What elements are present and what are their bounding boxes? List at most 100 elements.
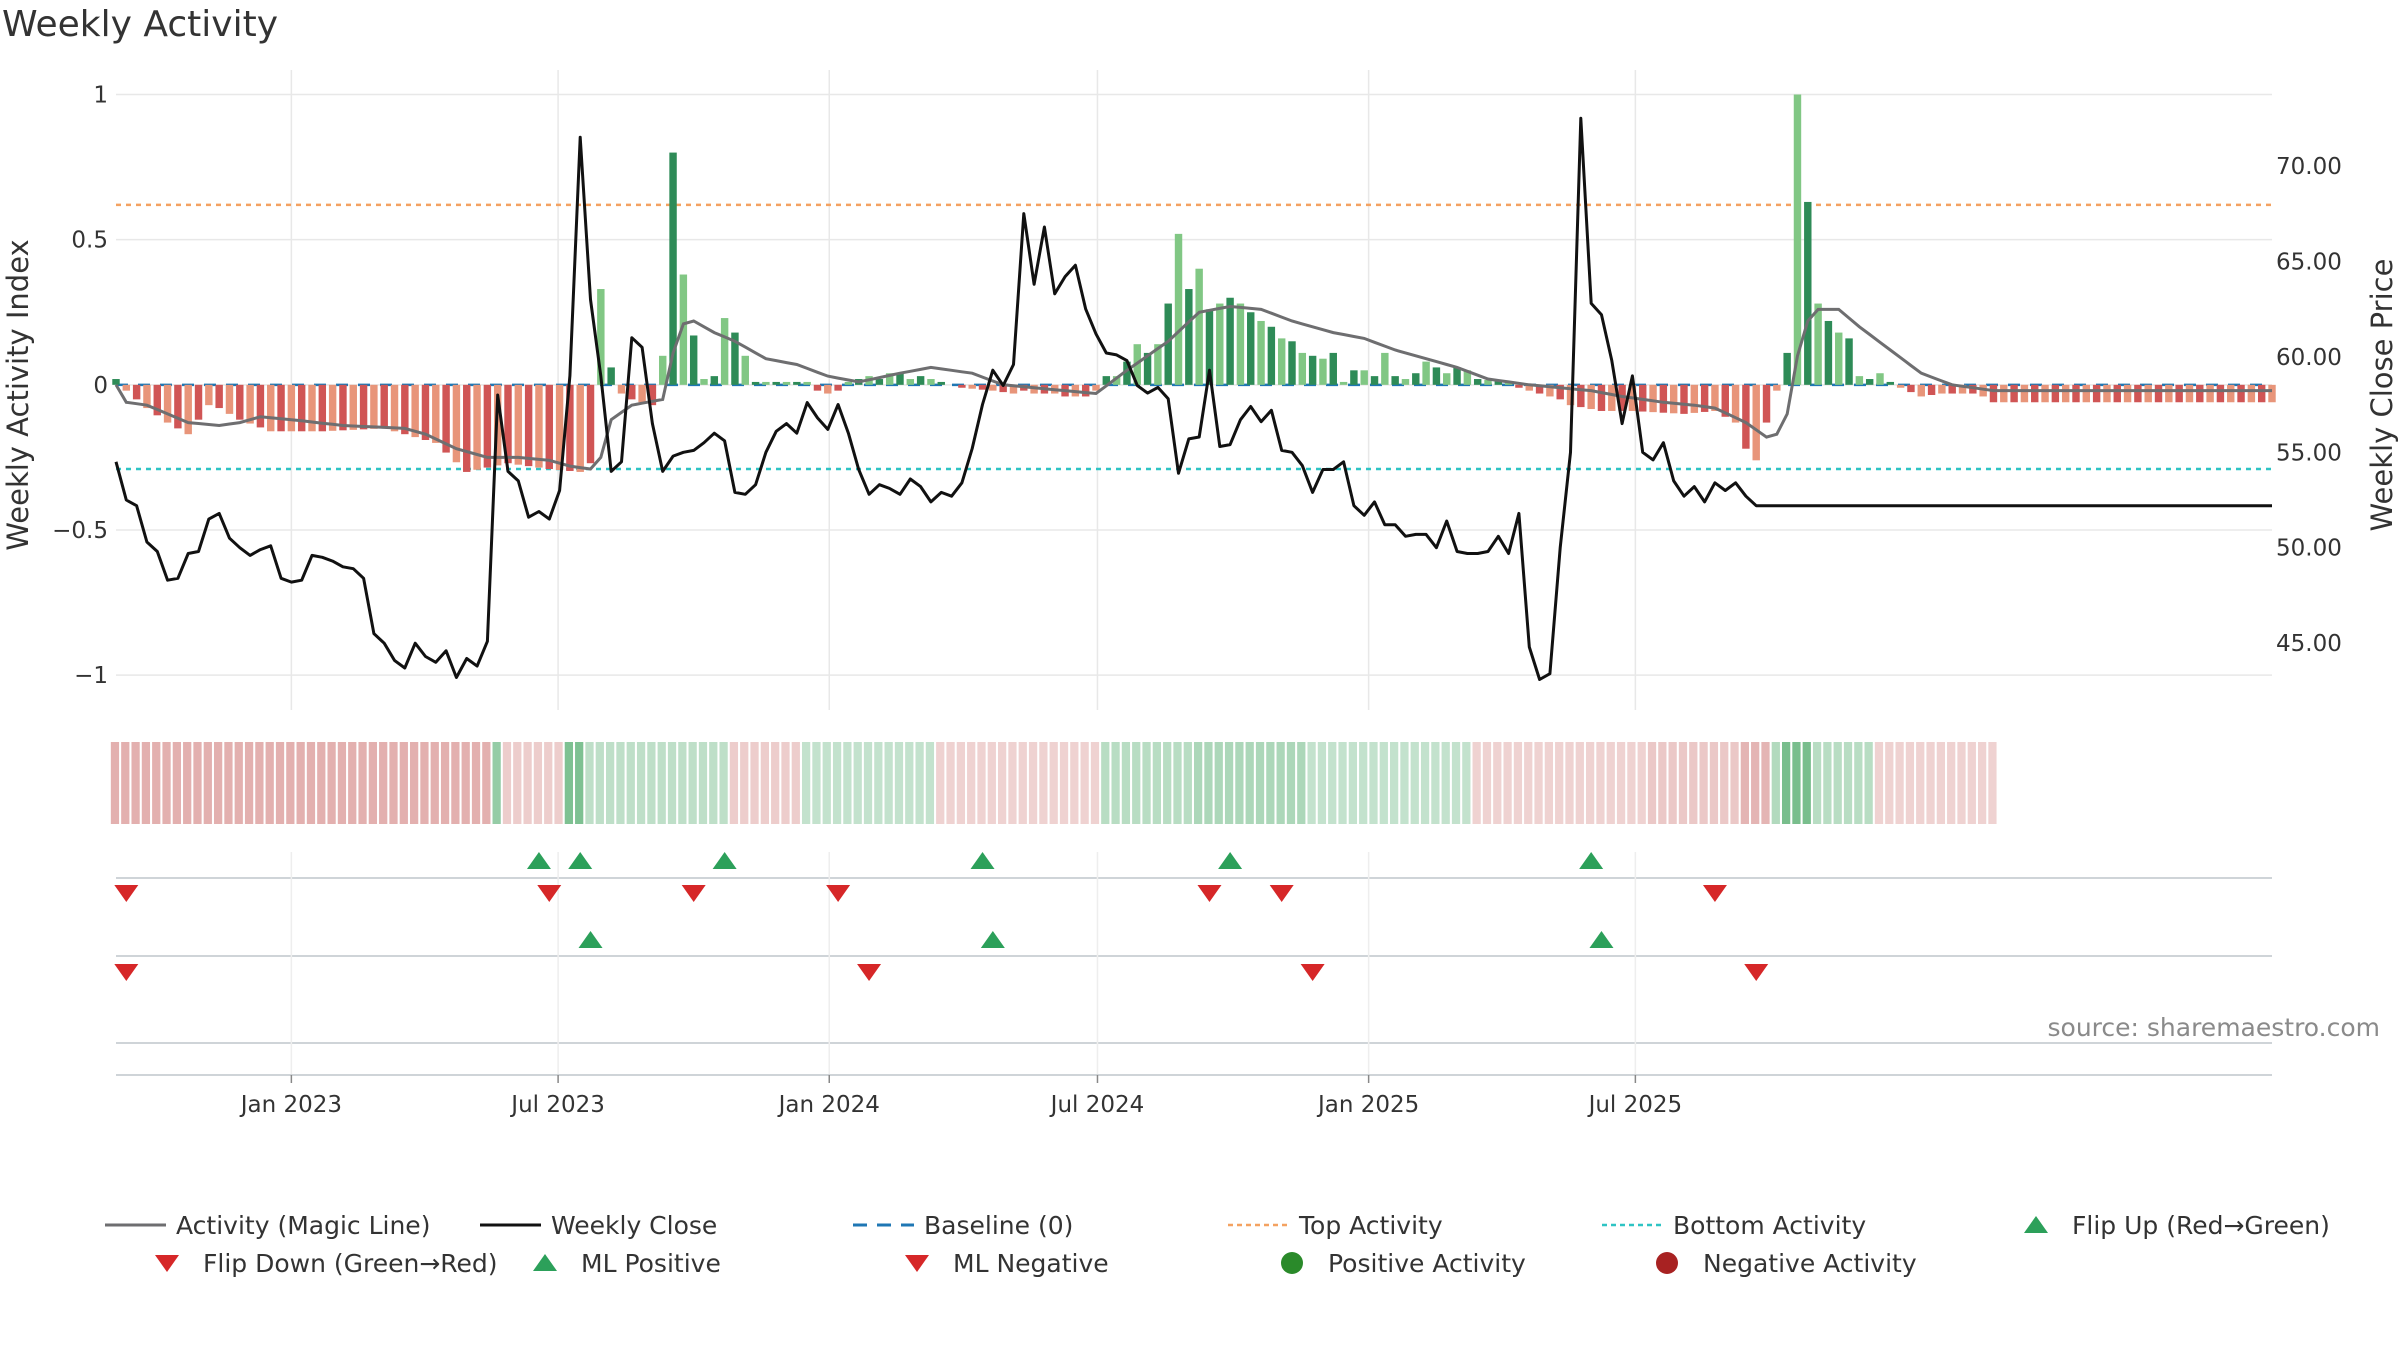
activity-bar — [1948, 384, 1956, 394]
legend-swatch — [1656, 1252, 1678, 1274]
heat-strip-cell — [1039, 742, 1048, 824]
heat-strip-cell — [1947, 742, 1956, 824]
heat-strip-cell — [1957, 742, 1966, 824]
legend-item-mlpos: ML Positive — [533, 1249, 721, 1278]
heat-strip-cell — [389, 742, 398, 824]
heat-strip-cell — [1792, 742, 1801, 824]
heat-strip-cell — [1317, 742, 1327, 824]
ml-negative-marker — [1300, 964, 1325, 981]
x-tick-label: Jan 2023 — [239, 1092, 342, 1118]
activity-bar — [287, 384, 296, 432]
activity-bar — [2175, 384, 2183, 403]
activity-bar — [473, 384, 481, 470]
heat-strip-cell — [183, 742, 192, 824]
activity-bar — [1226, 297, 1234, 385]
ml-positive-marker — [578, 931, 603, 948]
heat-strip-cell — [533, 742, 543, 824]
flip-up-marker — [712, 852, 737, 869]
activity-bar — [916, 376, 925, 385]
activity-bar — [2103, 384, 2111, 403]
activity-bar — [1401, 379, 1410, 385]
activity-bar — [710, 376, 719, 385]
heat-strip-cell — [667, 742, 677, 824]
heat-strip-cell — [1297, 742, 1306, 824]
activity-bar — [2082, 384, 2091, 403]
activity-bar — [225, 384, 234, 414]
activity-bar — [762, 381, 770, 385]
activity-bar — [1267, 326, 1276, 385]
heat-strip-cell — [440, 742, 450, 824]
heat-strip-cell — [863, 742, 873, 824]
x-axis: Jan 2023 Jul 2023 Jan 2024 Jul 2024 Jan 2025… — [116, 1074, 2272, 1118]
heat-strip-cell — [1555, 742, 1564, 824]
heat-strip-cell — [1028, 742, 1038, 824]
heat-strip-cell — [265, 742, 274, 824]
heat-strip-cell — [740, 742, 749, 824]
activity-bar — [215, 384, 223, 409]
heat-strip-cell — [554, 742, 563, 824]
activity-bar — [906, 379, 915, 385]
heat-strip-cell — [430, 742, 439, 824]
activity-bar — [1876, 373, 1884, 385]
activity-bar — [927, 379, 935, 385]
heat-strip-cell — [1008, 742, 1017, 824]
heat-strip-cell — [471, 742, 481, 824]
flip-down-marker — [1197, 885, 1222, 902]
heat-strip-cell — [1565, 742, 1574, 824]
heat-strip-cell — [709, 742, 718, 824]
heat-strip-cell — [1441, 742, 1450, 824]
activity-bar — [1092, 384, 1100, 391]
source-credit: source: sharemaestro.com — [2047, 1013, 2381, 1042]
legend-label: Flip Down (Green→Red) — [203, 1249, 498, 1278]
heat-strip-cell — [193, 742, 202, 824]
heat-strip-cell — [1730, 742, 1739, 824]
activity-bar — [205, 384, 213, 406]
activity-bar — [401, 384, 409, 435]
activity-bar — [1329, 352, 1337, 385]
activity-bar — [875, 379, 884, 385]
heat-strip-cell — [1080, 742, 1089, 824]
activity-bar — [1886, 381, 1895, 385]
activity-bar — [246, 384, 254, 424]
heat-strip-cell — [894, 742, 904, 824]
activity-bar — [1164, 303, 1172, 385]
heat-strip-cell — [410, 742, 419, 824]
activity-bar — [1443, 373, 1451, 385]
activity-bar — [1835, 332, 1843, 385]
heat-strip-cell — [1379, 742, 1388, 824]
heat-strip-cell — [203, 742, 212, 824]
activity-bar — [432, 384, 440, 443]
activity-bar — [1257, 320, 1265, 385]
heat-strip-cell — [1214, 742, 1223, 824]
heat-strip-cell — [1544, 742, 1553, 824]
heat-strip-cell — [368, 742, 377, 824]
activity-bar — [2216, 384, 2225, 403]
activity-bar — [1484, 380, 1492, 385]
activity-bar — [1339, 381, 1348, 385]
legend-item-baseline: Baseline (0) — [853, 1211, 1073, 1240]
legend-label: ML Positive — [581, 1249, 721, 1278]
activity-bar — [452, 384, 461, 463]
heat-strip-cell — [1163, 742, 1172, 824]
signal-markers — [114, 852, 2272, 1075]
flip-up-marker — [526, 852, 551, 869]
heat-strip-cell — [1534, 742, 1543, 824]
legend-item-posdot: Positive Activity — [1281, 1249, 1526, 1278]
activity-bar — [2237, 384, 2245, 403]
activity-bar — [1081, 384, 1090, 397]
heat-strip-cell — [141, 742, 151, 824]
activity-bar — [1525, 384, 1533, 391]
y-tick-label-left: 1 — [93, 83, 108, 109]
heat-strip-cell — [616, 742, 625, 824]
activity-bar — [1205, 309, 1214, 385]
activity-bar — [421, 384, 430, 440]
activity-bar — [1659, 384, 1668, 413]
activity-bar — [1174, 233, 1183, 385]
x-tick-label: Jul 2024 — [1049, 1092, 1145, 1118]
activity-bar — [751, 381, 760, 385]
heat-strip-cell — [1255, 742, 1265, 824]
activity-bar — [1773, 384, 1781, 391]
legend-label: ML Negative — [953, 1249, 1109, 1278]
activity-bar — [1185, 289, 1193, 385]
activity-bar — [267, 384, 275, 432]
